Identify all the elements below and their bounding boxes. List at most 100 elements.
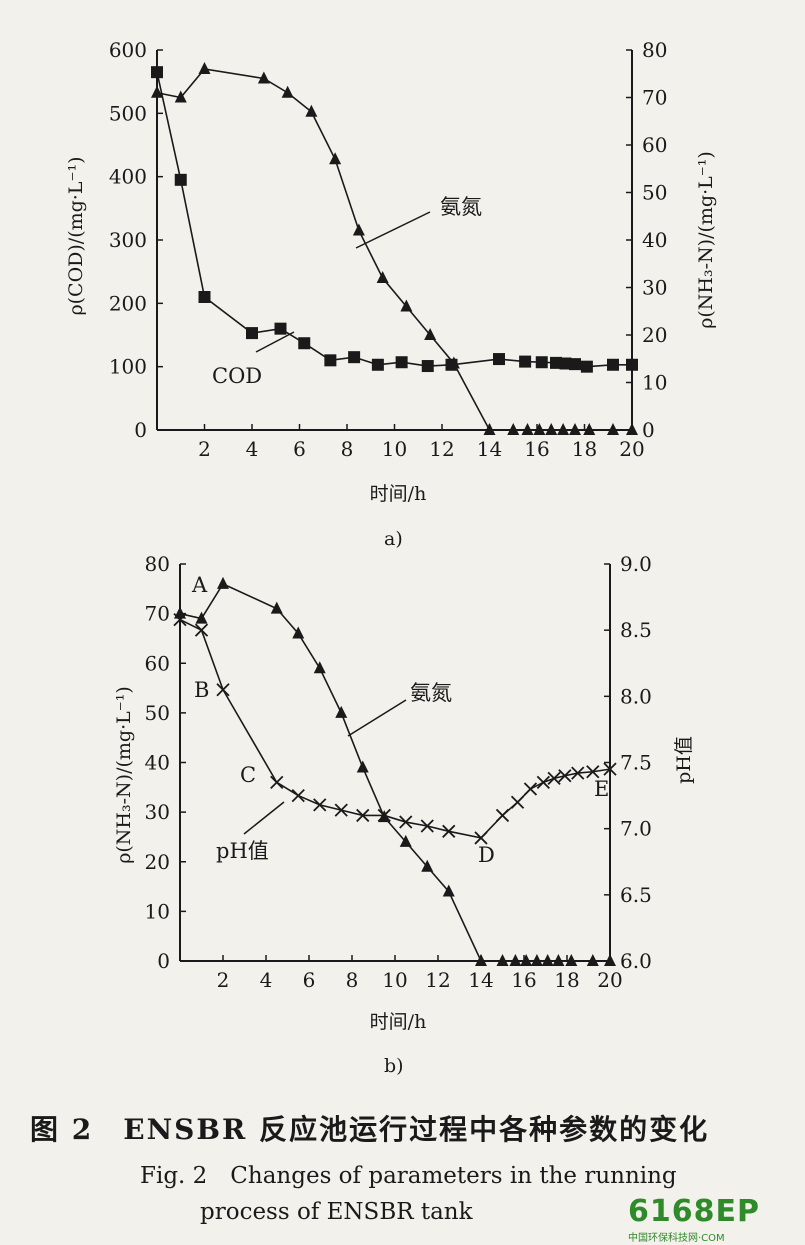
a-x-tick-label: 20 — [619, 437, 644, 461]
a-cod-point — [395, 356, 408, 369]
b-ammonia-point — [313, 661, 326, 674]
a-ammonia-point — [329, 152, 342, 165]
a-cod-point — [274, 322, 287, 335]
a-ammonia-point — [198, 62, 211, 74]
b-ph-point — [510, 795, 525, 809]
a-ammonia-point — [352, 223, 365, 236]
b-ph-point-stroke — [173, 612, 187, 627]
b-ph-point — [495, 808, 510, 823]
watermark-sub-text: 中国环保科技网·COM — [628, 1233, 725, 1244]
b-y-left-tick-label: 0 — [157, 949, 170, 973]
a-cod-point — [198, 291, 211, 303]
a-ammonia-point — [583, 423, 596, 435]
b-ph-point — [334, 803, 348, 817]
b-ph-point — [377, 808, 391, 823]
b-ph-point — [603, 762, 617, 776]
a-y-left-tick-label: 600 — [109, 38, 147, 62]
chart-b-point-label-e: E — [594, 777, 609, 801]
a-ammonia-point — [483, 423, 496, 435]
a-ammonia-point — [557, 423, 570, 435]
b-y-left-tick-label: 80 — [145, 552, 170, 576]
b-ph-point-stroke — [558, 769, 572, 783]
b-x-tick-label: 14 — [468, 968, 493, 992]
chart-a-ylabel-left: ρ(COD)/(mg·L⁻¹) — [65, 156, 87, 315]
b-ammonia-point — [174, 606, 186, 619]
b-y-right-tick-label: 6.5 — [620, 883, 652, 907]
b-ammonia-point — [217, 576, 229, 589]
b-ph-point — [474, 831, 488, 845]
a-ammonia-point — [447, 356, 460, 369]
b-x-tick-label: 6 — [303, 968, 316, 992]
b-ammonia-point — [475, 954, 487, 966]
b-ammonia-point — [604, 954, 616, 966]
b-y-right-tick-label: 9.0 — [620, 552, 652, 576]
a-cod-point — [348, 351, 361, 364]
b-ph-point — [442, 824, 456, 838]
b-y-left-tick-label: 60 — [145, 651, 170, 675]
b-ph-point — [547, 771, 561, 786]
chart-b-point-label-c: C — [240, 763, 256, 787]
a-cod-point — [174, 173, 187, 186]
b-ph-point-stroke — [216, 683, 230, 697]
chart-b: 2 4 6 8 10 12 14 16 18 20 0 10 20 30 40 50 60 70 80 6.0 6.5 7… — [113, 552, 695, 1077]
b-ammonia-point — [292, 626, 305, 639]
b-ammonia-line — [179, 582, 610, 962]
b-x-tick-label: 18 — [554, 968, 579, 992]
a-cod-point — [535, 356, 548, 369]
b-ph-point-stroke — [291, 788, 305, 803]
b-ph-point — [173, 612, 187, 627]
chart-b-ylabel-left: ρ(NH₃-N)/(mg·L⁻¹) — [113, 686, 135, 864]
a-ammonia-point — [151, 85, 163, 98]
chart-b-annotation-ph-leader — [243, 801, 285, 835]
b-ammonia-point — [586, 954, 599, 966]
a-ammonia-point — [569, 423, 581, 435]
b-y-right-tick-label: 7.0 — [620, 817, 652, 841]
a-y-right-tick-label: 30 — [642, 276, 667, 300]
a-cod-point — [607, 358, 619, 371]
a-x-tick-label: 4 — [246, 437, 259, 461]
b-y-right-tick-label: 6.0 — [620, 949, 652, 973]
a-cod-point — [324, 354, 337, 367]
b-x-tick-label: 8 — [346, 968, 359, 992]
chart-b-panel-label: b) — [384, 1055, 404, 1077]
b-ammonia-point — [442, 884, 455, 897]
b-ammonia-point — [496, 954, 509, 966]
a-cod-point — [421, 360, 434, 373]
a-cod-point — [493, 353, 505, 366]
chart-a-annotation-ammonia-leader — [355, 211, 431, 249]
chart-b-series — [173, 576, 617, 966]
a-x-tick-label: 18 — [572, 437, 597, 461]
chart-b-annotation-ammonia-leader — [347, 699, 407, 737]
b-ph-point-stroke — [571, 766, 585, 780]
a-cod-line — [156, 71, 632, 368]
a-y-left-tick-label: 400 — [109, 165, 147, 189]
figure-caption-en-line1: Fig. 2 Changes of parameters in the runn… — [140, 1163, 677, 1189]
a-cod-point — [519, 355, 532, 368]
b-ph-point-stroke — [547, 771, 561, 786]
b-ph-point-stroke — [334, 803, 348, 817]
chart-b-point-label-a: A — [191, 573, 208, 597]
b-x-tick-label: 20 — [597, 968, 622, 992]
a-ammonia-point — [400, 299, 413, 312]
b-y-left-tick-label: 10 — [145, 899, 170, 923]
a-y-right-tick-label: 50 — [642, 181, 667, 205]
b-ph-point-stroke — [399, 815, 413, 829]
b-y-left-tick-label: 20 — [145, 850, 170, 874]
b-ph-point — [586, 765, 600, 779]
a-cod-point — [569, 358, 581, 371]
a-ammonia-point — [607, 423, 619, 435]
b-ph-line — [179, 618, 611, 839]
a-ammonia-point — [376, 271, 389, 283]
figure-caption-en: Fig. 2 Changes of parameters in the runn… — [140, 1158, 700, 1230]
a-x-tick-label: 14 — [477, 437, 502, 461]
b-ph-point-stroke — [377, 808, 391, 823]
chart-a-annotation-cod: COD — [212, 364, 262, 388]
b-y-right-tick-label: 8.0 — [620, 684, 652, 708]
b-ph-point-stroke — [536, 775, 550, 789]
a-y-left-tick-label: 0 — [134, 418, 147, 442]
chart-b-xlabel: 时间/h — [370, 1011, 427, 1033]
b-ph-point-stroke — [442, 824, 456, 838]
a-y-right-tick-label: 20 — [642, 323, 667, 347]
b-ph-point-stroke — [523, 782, 538, 796]
b-y-left-tick-label: 30 — [145, 800, 170, 824]
